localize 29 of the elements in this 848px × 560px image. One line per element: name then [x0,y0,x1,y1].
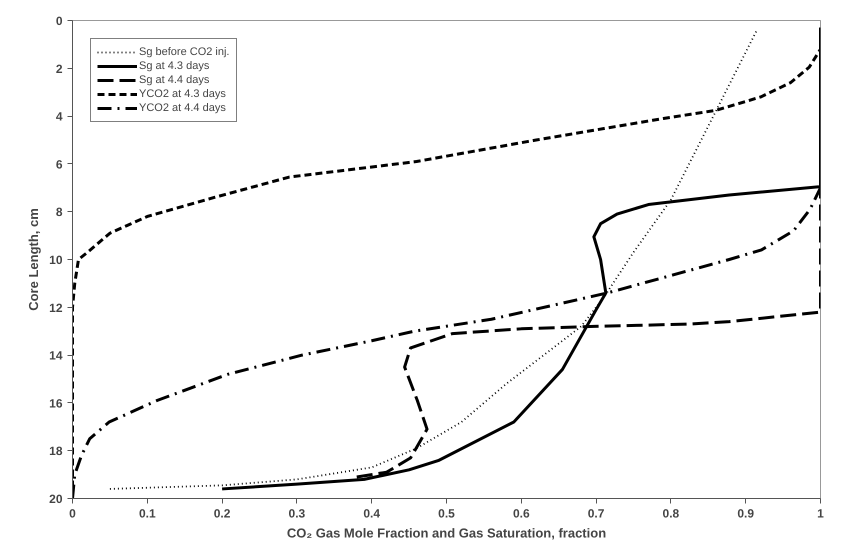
y-tick-label: 14 [49,348,63,363]
x-tick-label: 0.3 [288,506,306,520]
y-tick-label: 10 [49,253,63,267]
y-tick-label: 8 [56,205,63,220]
y-axis-title: Core Length, cm [26,208,42,311]
x-tick-label: 0.2 [214,506,231,520]
x-tick-label: 1 [817,506,824,520]
x-axis-title: CO₂ Gas Mole Fraction and Gas Saturation, fraction [286,526,606,540]
x-tick-label: 0.1 [138,506,156,520]
x-tick-label: 0.5 [438,506,456,520]
y-tick-label: 18 [49,444,63,458]
y-tick-label: 6 [56,157,63,172]
y-tick-label: 4 [56,110,63,124]
x-tick-label: 0 [69,506,76,520]
y-tick-label: 12 [49,300,63,315]
x-tick-label: 0.9 [737,506,754,520]
legend-label: YCO2 at 4.3 days [139,87,226,101]
legend-label: Sg at 4.3 days [139,59,210,73]
x-tick-label: 0.8 [662,506,680,520]
x-tick-label: 0.6 [512,506,530,520]
x-tick-label: 0.4 [363,506,380,520]
legend-label: Sg at 4.4 days [139,73,210,87]
y-tick-label: 0 [56,14,63,28]
y-tick-label: 16 [49,396,63,410]
legend-label: Sg before CO2 inj. [139,45,230,59]
x-tick-label: 0.7 [588,506,605,520]
y-tick-label: 20 [49,492,63,506]
y-tick-label: 2 [56,62,63,76]
legend-label: YCO2 at 4.4 days [139,101,226,115]
